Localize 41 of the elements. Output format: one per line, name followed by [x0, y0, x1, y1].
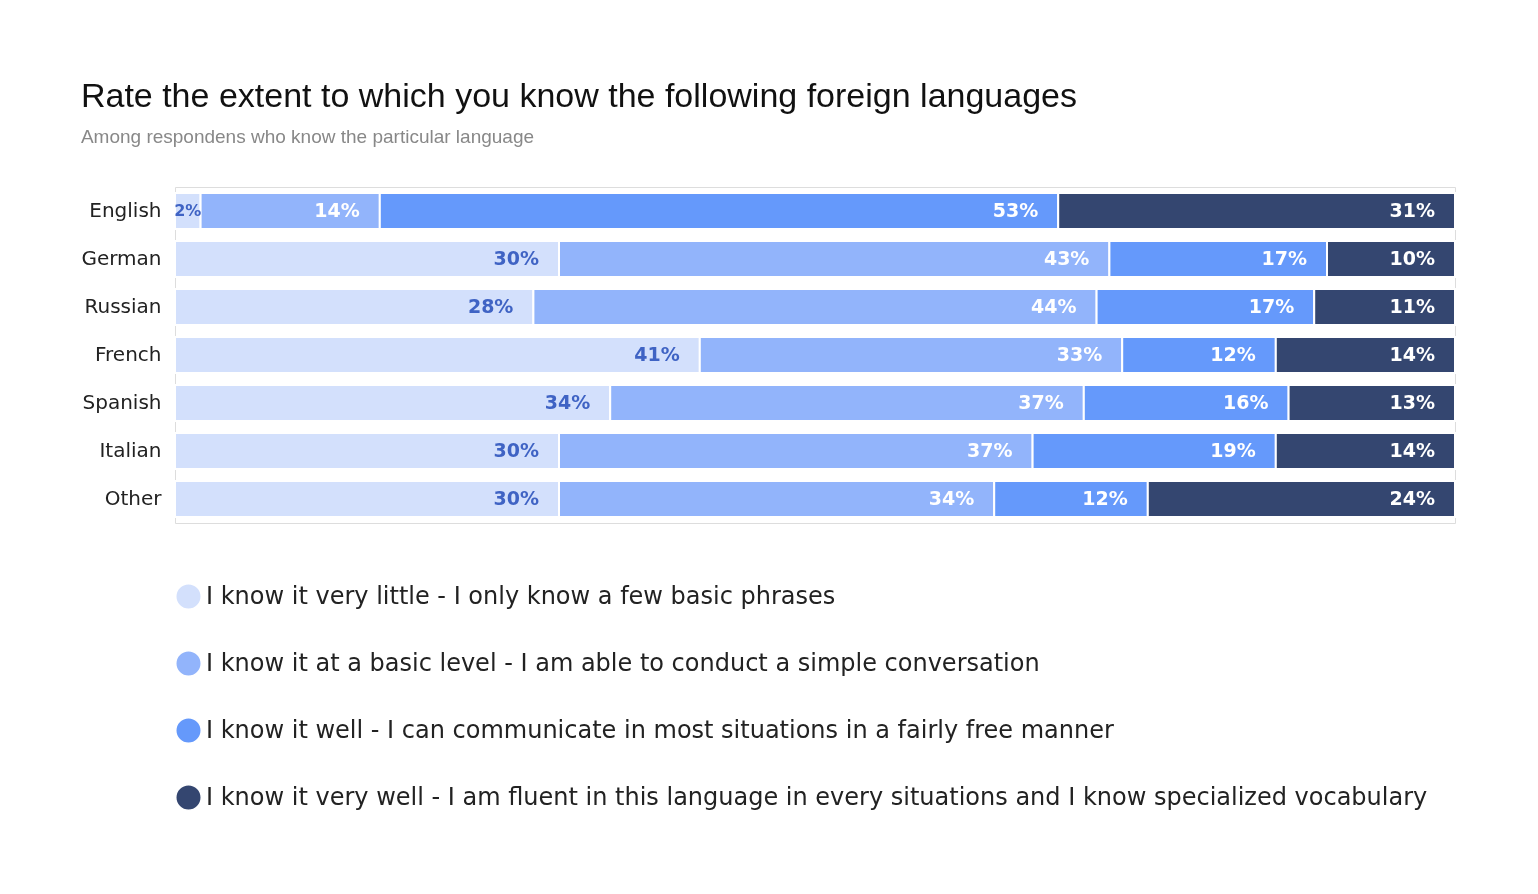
y-tick-label: English: [89, 198, 162, 222]
legend-label: I know it at a basic level - I am able to conduct a simple conversation: [206, 648, 1040, 677]
data-label: 24%: [1389, 487, 1435, 509]
data-label: 31%: [1389, 199, 1435, 221]
data-label: 17%: [1261, 247, 1307, 269]
data-label: 19%: [1210, 439, 1256, 461]
data-label: 14%: [1389, 343, 1435, 365]
legend-label: I know it well - I can communicate in most situations in a fairly free manner: [206, 715, 1114, 744]
data-label: 33%: [1056, 343, 1103, 365]
data-label: 12%: [1210, 343, 1256, 365]
data-label: 12%: [1082, 487, 1128, 509]
data-label: 14%: [1389, 439, 1435, 461]
data-label: 41%: [634, 343, 680, 365]
legend-label: I know it very well - I am fluent in this language in every situations and I know specialized vocabulary: [206, 782, 1428, 811]
y-tick-label: French: [95, 342, 162, 366]
data-label: 16%: [1223, 391, 1269, 413]
data-label: 17%: [1248, 295, 1295, 317]
data-label: 14%: [314, 199, 360, 221]
y-tick-label: Russian: [84, 294, 162, 318]
data-label: 37%: [1018, 391, 1064, 413]
data-label: 34%: [544, 391, 591, 413]
data-label: 10%: [1389, 247, 1435, 269]
data-label: 53%: [992, 199, 1039, 221]
data-label: 43%: [1043, 247, 1090, 269]
data-label: 30%: [493, 487, 539, 509]
data-label: 11%: [1389, 295, 1435, 317]
data-label: 2%: [174, 201, 202, 220]
y-tick-label: Italian: [99, 438, 162, 462]
data-label: 13%: [1389, 391, 1435, 413]
y-tick-label: Other: [104, 486, 163, 510]
data-label: 34%: [928, 487, 975, 509]
y-tick-label: Spanish: [82, 390, 162, 414]
data-label: 30%: [493, 247, 539, 269]
data-label: 44%: [1031, 295, 1077, 317]
legend-label: I know it very little - I only know a few basic phrases: [206, 581, 836, 610]
data-label: 28%: [467, 295, 514, 317]
y-tick-label: German: [81, 246, 162, 270]
data-label: 37%: [967, 439, 1013, 461]
chart-title: Rate the extent to which you know the following foreign languages: [80, 76, 1077, 114]
chart-subtitle: Among respondens who know the particular language: [80, 126, 535, 147]
data-label: 30%: [493, 439, 539, 461]
